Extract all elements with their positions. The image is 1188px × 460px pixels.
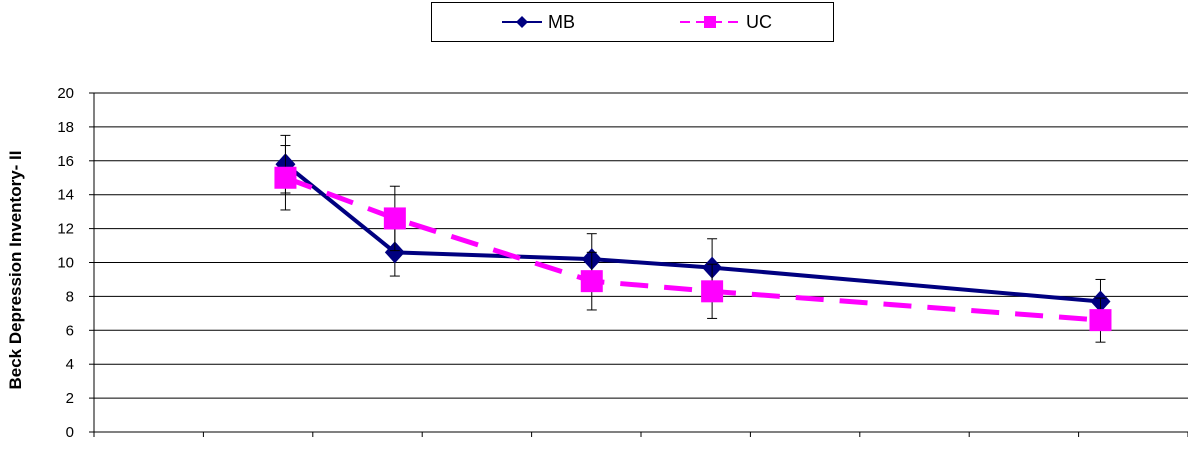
legend-label-uc: UC <box>746 12 772 33</box>
legend-label-mb: MB <box>548 12 575 33</box>
y-tick-label: 10 <box>57 255 74 272</box>
legend: MB UC <box>431 2 834 42</box>
y-tick-label: 16 <box>57 153 74 170</box>
legend-item-mb: MB <box>502 3 575 41</box>
y-tick-label: 2 <box>66 390 74 407</box>
y-tick-label: 14 <box>57 187 74 204</box>
series-uc <box>274 146 1111 343</box>
data-point-uc <box>701 280 723 302</box>
y-tick-label: 6 <box>66 322 74 339</box>
legend-item-uc: UC <box>680 3 772 41</box>
legend-swatch-mb <box>502 14 542 30</box>
series-mb <box>275 135 1110 323</box>
y-tick-label: 0 <box>66 424 74 441</box>
data-point-uc <box>384 207 406 229</box>
data-point-uc <box>581 270 603 292</box>
data-point-uc <box>1089 309 1111 331</box>
series-layer <box>274 135 1111 342</box>
y-axis-label: Beck Depression Inventory- II <box>6 150 26 389</box>
y-tick-label: 20 <box>57 85 74 102</box>
y-tick-label: 12 <box>57 221 74 238</box>
data-point-uc <box>274 167 296 189</box>
y-tick-label: 8 <box>66 288 74 305</box>
series-line-mb <box>285 164 1100 301</box>
y-tick-label: 18 <box>57 119 74 136</box>
y-tick-label: 4 <box>66 356 74 373</box>
legend-swatch-uc <box>680 14 740 30</box>
series-line-uc <box>285 178 1100 320</box>
grid-lines <box>94 93 1188 398</box>
